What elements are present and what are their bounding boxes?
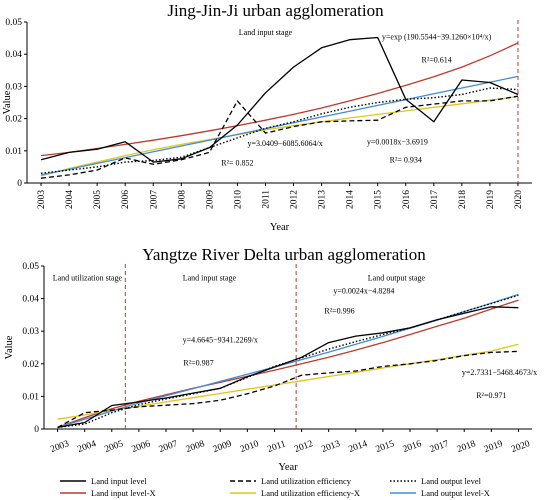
x-axis-label: Year	[270, 222, 290, 233]
x-tick-label: 2014	[347, 439, 369, 455]
y-tick-label: 0.01	[22, 392, 39, 402]
annotation: Land output stage	[368, 274, 426, 283]
y-tick-label: 0.04	[22, 295, 39, 305]
chart-jing-jin-ji: Jing-Jin-Ji urban agglomeration 0 0.01 0.02…	[2, 1, 532, 233]
x-tick-label: 2009	[205, 190, 215, 209]
x-tick-label: 2003	[49, 439, 71, 455]
series-line-3	[40, 42, 519, 157]
legend-label: Land utilization efficiency-X	[261, 488, 360, 498]
annotation: y=0.0018x−3.6919	[367, 137, 428, 146]
x-tick-label: 2019	[486, 190, 496, 209]
chart-title: Yangtze River Delta urban agglomeration	[142, 245, 426, 264]
y-axis-label: Value	[2, 90, 13, 114]
x-axis-label: Year	[278, 462, 298, 473]
series-line-1	[57, 350, 519, 428]
x-tick-label: 2004	[76, 439, 98, 455]
x-tick-label: 2005	[93, 190, 103, 209]
annotation: y=2.7331−5468.4673/x	[462, 368, 537, 377]
y-tick-label: 0.05	[5, 18, 22, 28]
x-tick-label: 2020	[514, 190, 524, 209]
x-tick-label: 2012	[293, 439, 315, 455]
annotation: y=4.6645−9341.2269/x	[183, 336, 258, 345]
x-tick-label: 2007	[158, 439, 180, 455]
y-tick-label: 0.03	[5, 82, 22, 92]
x-tick-label: 2010	[239, 439, 261, 455]
x-tick-label: 2018	[458, 190, 468, 209]
y-tick-label: 0.01	[5, 147, 22, 157]
series-line-2	[57, 294, 519, 429]
x-tick-label: 2015	[374, 190, 384, 209]
annotation: y=exp (190.5544−39.1260×10⁴/x)	[382, 33, 492, 42]
x-tick-label: 2005	[103, 439, 125, 455]
x-tick-label: 2007	[149, 190, 159, 209]
annotation: R²=0.614	[421, 55, 451, 64]
x-tick-label: 2003	[37, 190, 47, 209]
y-tick-label: 0	[17, 179, 22, 189]
legend-label: Land input level	[91, 476, 147, 486]
chart-title: Jing-Jin-Ji urban agglomeration	[167, 1, 384, 20]
x-tick-label: 2018	[456, 439, 478, 455]
legend-label: Land output level-X	[421, 488, 490, 498]
series-line-0	[40, 36, 519, 163]
y-tick-label: 0.02	[22, 360, 39, 370]
x-tick-label: 2015	[375, 439, 397, 455]
annotation: R²=0.996	[324, 306, 354, 315]
x-tick-label: 2017	[430, 190, 440, 209]
series-line-4	[40, 96, 519, 177]
x-tick-label: 2011	[266, 439, 287, 455]
x-tick-label: 2009	[212, 439, 234, 455]
series-line-5	[40, 75, 519, 176]
x-tick-label: 2008	[185, 439, 207, 455]
y-tick-label: 0.02	[5, 115, 22, 125]
annotation: R²=0.987	[183, 358, 213, 367]
x-tick-label: 2011	[261, 190, 271, 209]
annotation: R²=0.971	[476, 391, 506, 400]
y-tick-label: 0.05	[22, 262, 39, 272]
annotation: Land input stage	[239, 28, 293, 37]
legend: Land input level Land utilization efficie…	[60, 476, 490, 498]
y-tick-label: 0.04	[5, 50, 22, 60]
x-tick-label: 2010	[233, 190, 243, 209]
chart-yangtze-river-delta: Yangtze River Delta urban agglomeration 0…	[4, 245, 537, 473]
x-tick-label: 2017	[429, 439, 451, 455]
x-tick-label: 2004	[65, 190, 75, 209]
series-line-1	[40, 95, 519, 179]
x-tick-label: 2013	[320, 439, 342, 455]
series-line-2	[40, 87, 519, 174]
x-tick-label: 2013	[318, 190, 328, 209]
legend-label: Land output level	[421, 476, 482, 486]
annotation: Land input stage	[183, 274, 237, 283]
annotation: y=3.0409−6085.6064/x	[247, 139, 322, 148]
x-tick-label: 2012	[290, 190, 300, 209]
x-tick-label: 2014	[346, 190, 356, 209]
annotation: R²= 0.934	[390, 156, 422, 165]
y-axis-label: Value	[4, 335, 15, 359]
annotation: y=0.0024x−4.8284	[333, 287, 394, 296]
x-tick-label: 2006	[121, 190, 131, 209]
annotation: Land utilization stage	[53, 274, 123, 283]
legend-label: Land utilization efficiency	[261, 476, 352, 486]
x-tick-label: 2019	[483, 439, 505, 455]
y-tick-label: 0.03	[22, 327, 39, 337]
legend-label: Land input level-X	[91, 488, 156, 498]
x-tick-label: 2020	[510, 439, 532, 455]
x-tick-label: 2016	[402, 190, 412, 209]
x-tick-label: 2008	[177, 190, 187, 209]
y-tick-label: 0	[34, 425, 39, 435]
annotation: R²= 0.852	[221, 158, 253, 167]
x-tick-label: 2016	[402, 439, 424, 455]
x-tick-label: 2006	[131, 439, 153, 455]
